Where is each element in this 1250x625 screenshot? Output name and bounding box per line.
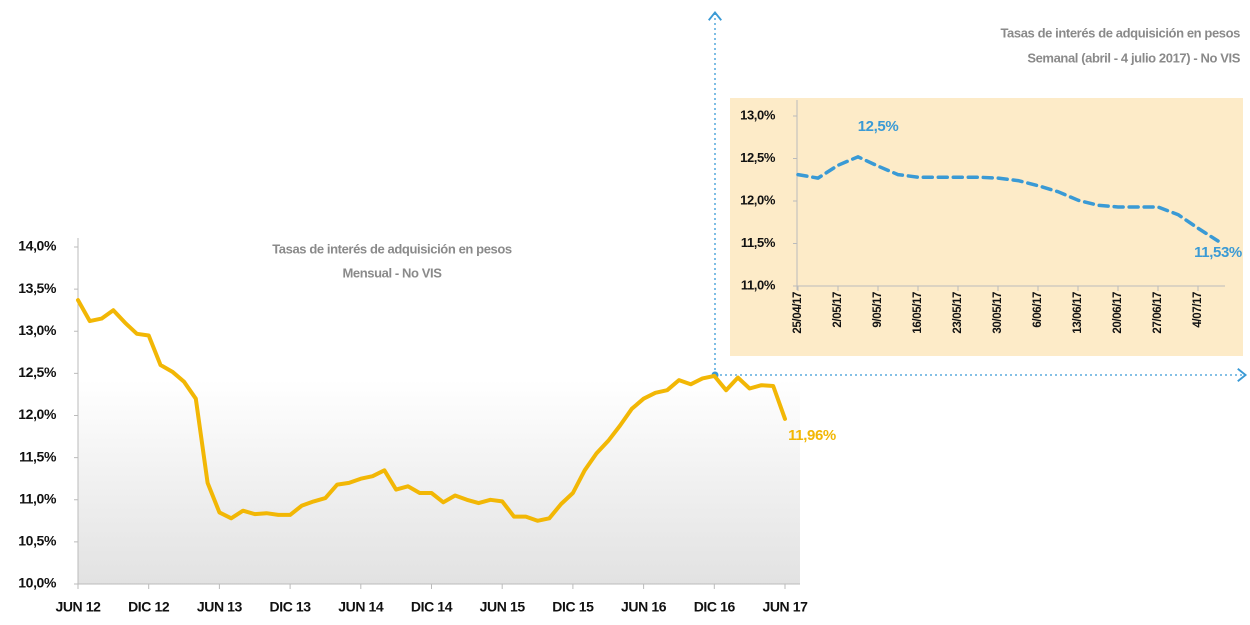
inset-background [730, 98, 1243, 356]
x-tick-label: JUN 16 [621, 599, 667, 615]
inset-title: Tasas de interés de adquisición en pesos [1000, 25, 1240, 40]
inset-subtitle: Semanal (abril - 4 julio 2017) - No VIS [1027, 50, 1240, 65]
y-tick-label: 13,5% [18, 280, 57, 296]
x-tick-label: 13/06/17 [1072, 292, 1084, 334]
y-tick-label: 11,0% [19, 490, 57, 506]
x-tick-label: JUN 17 [762, 599, 808, 615]
x-tick-label: DIC 12 [128, 599, 170, 615]
plot-background [78, 380, 800, 584]
y-tick-label: 11,5% [19, 448, 57, 464]
data-label: 11,53% [1194, 244, 1242, 261]
x-tick-label: 25/04/17 [792, 292, 804, 334]
x-tick-label: 16/05/17 [912, 292, 924, 334]
y-tick-label: 12,0% [740, 192, 776, 207]
data-line [796, 155, 1220, 243]
chart-title: Tasas de interés de adquisición en pesos [272, 241, 512, 256]
x-tick-label: 4/07/17 [1192, 292, 1204, 328]
y-tick-label: 13,0% [18, 322, 57, 338]
data-line [76, 298, 787, 523]
x-tick-label: DIC 15 [552, 599, 594, 615]
x-tick-label: 2/05/17 [832, 292, 844, 328]
x-tick-label: JUN 15 [480, 599, 526, 615]
y-tick-label: 12,0% [18, 406, 57, 422]
chart-subtitle: Mensual - No VIS [342, 265, 442, 280]
x-tick-label: JUN 12 [55, 599, 101, 615]
y-tick-label: 12,5% [740, 150, 776, 165]
x-tick-label: JUN 13 [197, 599, 243, 615]
x-tick-label: 23/05/17 [952, 292, 964, 334]
y-tick-label: 10,5% [18, 533, 57, 549]
x-tick-label: 9/05/17 [872, 292, 884, 328]
y-tick-label: 12,5% [18, 364, 57, 380]
data-label: 11,96% [788, 427, 836, 444]
x-tick-label: DIC 16 [694, 599, 736, 615]
x-tick-label: DIC 14 [411, 599, 453, 615]
data-label: 12,5% [858, 118, 899, 135]
y-tick-label: 10,0% [18, 575, 57, 591]
x-tick-label: DIC 13 [270, 599, 312, 615]
x-tick-label: JUN 14 [338, 599, 384, 615]
y-tick-label: 14,0% [18, 238, 57, 254]
x-tick-label: 6/06/17 [1032, 292, 1044, 328]
y-tick-label: 11,5% [741, 235, 776, 250]
x-tick-label: 20/06/17 [1112, 292, 1124, 334]
y-tick-label: 11,0% [741, 277, 776, 292]
x-tick-label: 30/05/17 [992, 292, 1004, 334]
y-tick-label: 13,0% [740, 107, 776, 122]
x-tick-label: 27/06/17 [1152, 292, 1164, 334]
